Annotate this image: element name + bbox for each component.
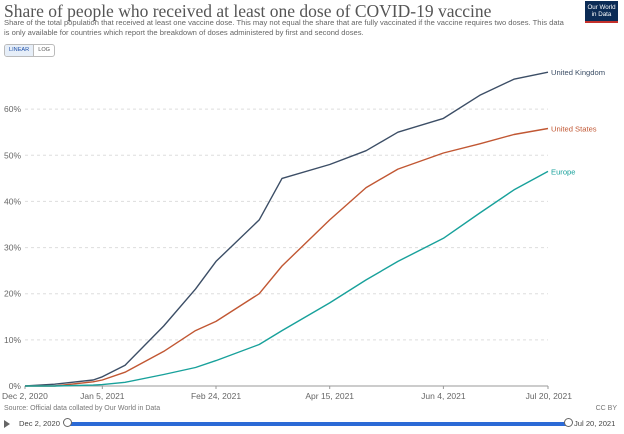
x-tick-label: Jun 4, 2021 [421,391,466,401]
x-tick-label: Feb 24, 2021 [191,391,241,401]
owid-logo[interactable]: Our World in Data [585,1,618,23]
log-scale-button[interactable]: LOG [38,47,51,53]
linear-scale-button[interactable]: LINEAR [5,45,35,56]
scale-toggle: LINEAR LOG [4,44,56,57]
y-tick-label: 0% [9,381,22,391]
chart-title: Share of people who received at least on… [4,1,492,21]
y-tick-label: 20% [4,289,21,299]
timeline-start-handle[interactable] [63,418,72,427]
series-label-europe: Europe [551,167,576,176]
y-tick-label: 50% [4,150,21,160]
logo-line-1: Our World [587,4,616,11]
y-tick-label: 60% [4,104,21,114]
y-tick-label: 30% [4,243,21,253]
series-line-united-states [25,127,549,387]
y-tick-label: 40% [4,196,21,206]
x-tick-label: Jul 20, 2021 [526,391,573,401]
slider-start-date: Dec 2, 2020 [19,419,60,428]
x-tick-label: Apr 15, 2021 [305,391,354,401]
chart-subtitle: Share of the total population that recei… [4,18,564,37]
source-note: Source: Official data collated by Our Wo… [4,405,161,412]
play-icon[interactable] [4,420,10,428]
license-link[interactable]: CC BY [595,405,617,412]
logo-line-2: in Data [591,11,612,18]
slider-end-date: Jul 20, 2021 [574,419,616,428]
x-tick-label: Jan 5, 2021 [80,391,125,401]
series-label-united-kingdom: United Kingdom [551,68,605,77]
timeline-track[interactable] [67,422,568,426]
timeline-end-handle[interactable] [564,418,573,427]
series-label-united-states: United States [551,125,597,134]
y-tick-label: 10% [4,335,21,345]
x-tick-label: Dec 2, 2020 [2,391,48,401]
series-line-europe [25,170,549,387]
series-line-united-kingdom [24,71,549,387]
